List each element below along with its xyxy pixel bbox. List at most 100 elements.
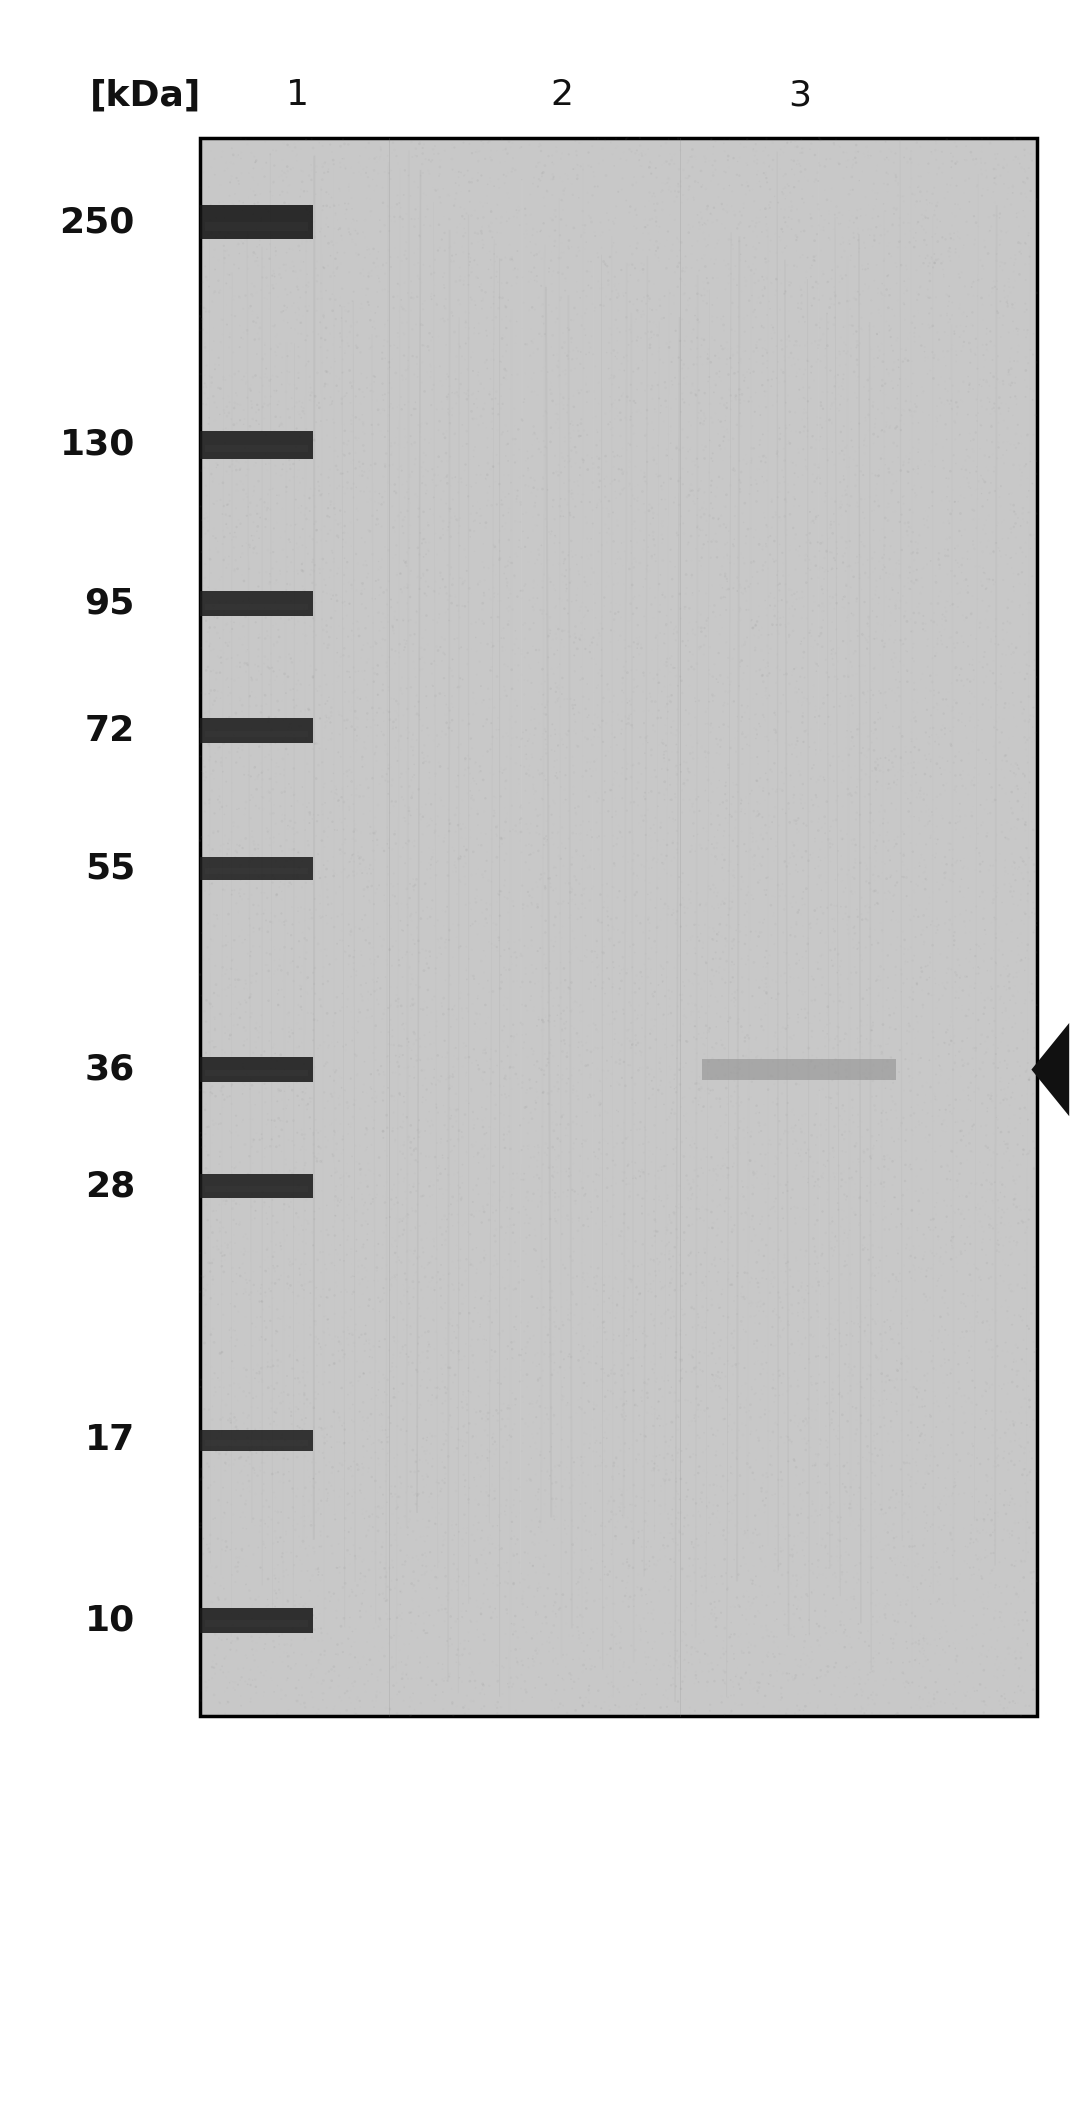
- Point: [982, 953, 999, 987]
- Point: [877, 411, 894, 445]
- Point: [853, 1038, 870, 1072]
- Point: [721, 341, 739, 375]
- Point: [702, 1091, 719, 1125]
- Point: [805, 680, 822, 714]
- Point: [802, 1646, 820, 1680]
- Point: [686, 1004, 703, 1038]
- Point: [272, 438, 289, 472]
- Point: [526, 415, 543, 449]
- Point: [866, 189, 883, 222]
- Point: [596, 1379, 613, 1413]
- Point: [229, 811, 246, 845]
- Point: [374, 674, 391, 707]
- Point: [954, 697, 971, 731]
- Point: [467, 1546, 484, 1580]
- Point: [802, 1576, 820, 1610]
- Point: [839, 470, 856, 504]
- Point: [201, 743, 218, 777]
- Point: [950, 239, 968, 273]
- Point: [892, 1343, 909, 1377]
- Point: [591, 1089, 608, 1123]
- Point: [505, 1483, 523, 1516]
- Point: [973, 1209, 990, 1243]
- Point: [794, 1108, 811, 1142]
- Point: [251, 189, 268, 222]
- Point: [194, 1538, 212, 1572]
- Point: [896, 333, 914, 366]
- Point: [732, 127, 750, 161]
- Point: [823, 1504, 840, 1538]
- Point: [710, 261, 727, 294]
- Point: [921, 798, 939, 832]
- Point: [603, 1677, 620, 1711]
- Point: [579, 1123, 596, 1156]
- Point: [552, 754, 569, 788]
- Point: [706, 847, 724, 881]
- Point: [571, 1599, 589, 1633]
- Point: [861, 777, 878, 811]
- Point: [212, 834, 229, 868]
- Point: [804, 1159, 821, 1192]
- Point: [720, 1375, 738, 1408]
- Point: [907, 1627, 924, 1661]
- Point: [791, 1103, 808, 1137]
- Point: [814, 1521, 832, 1555]
- Point: [825, 212, 842, 246]
- Point: [793, 1114, 810, 1148]
- Point: [809, 627, 826, 661]
- Point: [802, 261, 820, 294]
- Point: [623, 1428, 640, 1461]
- Point: [928, 1584, 945, 1618]
- Point: [327, 1233, 345, 1267]
- Point: [319, 873, 336, 907]
- Point: [537, 318, 554, 352]
- Point: [687, 773, 704, 807]
- Point: [1024, 834, 1041, 868]
- Point: [997, 1004, 1014, 1038]
- Point: [972, 606, 989, 640]
- Point: [342, 415, 360, 449]
- Point: [928, 809, 945, 843]
- Point: [279, 1267, 296, 1300]
- Point: [233, 536, 251, 570]
- Point: [456, 1497, 473, 1531]
- Point: [292, 466, 309, 500]
- Point: [563, 1663, 580, 1697]
- Point: [497, 1580, 514, 1614]
- Point: [482, 582, 499, 616]
- Point: [916, 1277, 933, 1311]
- Point: [773, 1593, 791, 1627]
- Point: [552, 1123, 569, 1156]
- Point: [199, 500, 216, 534]
- Point: [758, 261, 775, 294]
- Point: [402, 1387, 419, 1421]
- Point: [563, 326, 580, 360]
- Point: [756, 987, 773, 1021]
- Point: [842, 597, 860, 631]
- Point: [570, 557, 588, 591]
- Point: [326, 1690, 343, 1724]
- Point: [807, 1248, 824, 1281]
- Point: [470, 828, 487, 862]
- Point: [222, 856, 240, 890]
- Point: [393, 1646, 410, 1680]
- Point: [461, 1665, 478, 1699]
- Point: [422, 388, 440, 421]
- Point: [820, 998, 837, 1031]
- Point: [953, 1684, 970, 1718]
- Point: [403, 904, 420, 938]
- Point: [717, 625, 734, 659]
- Point: [760, 580, 778, 614]
- Point: [422, 1065, 440, 1099]
- Point: [1016, 1544, 1034, 1578]
- Point: [1008, 381, 1025, 415]
- Point: [836, 1216, 853, 1250]
- Point: [585, 375, 603, 409]
- Point: [974, 585, 991, 618]
- Point: [393, 453, 410, 487]
- Point: [1017, 805, 1035, 839]
- Point: [948, 627, 966, 661]
- Point: [563, 1303, 580, 1336]
- Point: [531, 1411, 549, 1444]
- Point: [677, 161, 694, 195]
